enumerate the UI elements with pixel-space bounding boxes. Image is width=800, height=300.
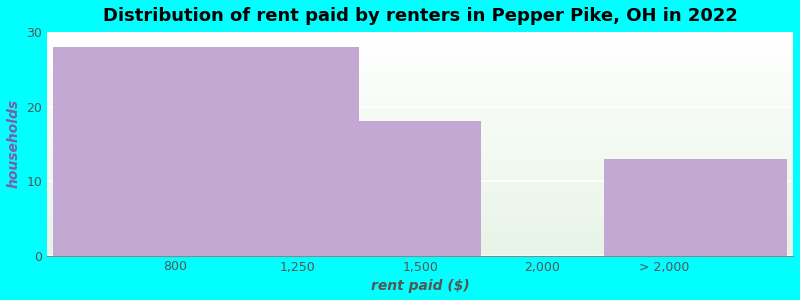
Bar [359,122,482,256]
Bar [603,159,787,256]
Bar [54,47,359,256]
Y-axis label: households: households [7,99,21,188]
Title: Distribution of rent paid by renters in Pepper Pike, OH in 2022: Distribution of rent paid by renters in … [102,7,738,25]
X-axis label: rent paid ($): rent paid ($) [370,279,470,293]
